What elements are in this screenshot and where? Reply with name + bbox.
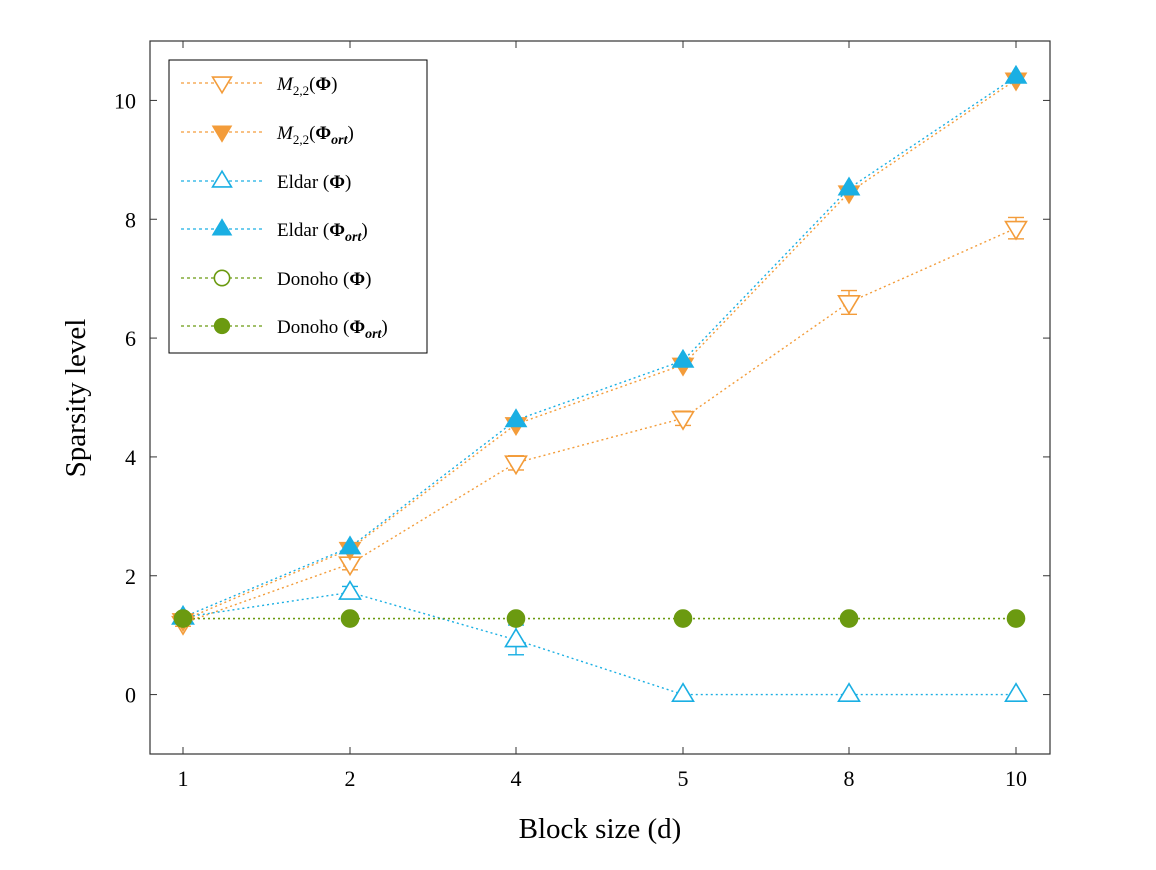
y-axis-title: Sparsity level bbox=[60, 319, 92, 478]
legend-label: Eldar (Φort) bbox=[277, 220, 368, 245]
data-point bbox=[338, 535, 362, 555]
data-point bbox=[837, 294, 861, 315]
legend-marker bbox=[211, 76, 233, 95]
y-tick-label: 10 bbox=[114, 88, 136, 113]
data-point bbox=[840, 609, 858, 628]
legend-box bbox=[168, 59, 428, 354]
x-tick-label: 1 bbox=[178, 766, 189, 791]
legend: M2,2(Φ) M2,2(Φort) Eldar (Φ) Eldar (Φort) Do… bbox=[168, 59, 428, 354]
legend-marker bbox=[213, 269, 231, 287]
series-lines bbox=[182, 76, 1017, 696]
data-point bbox=[674, 609, 692, 628]
x-axis-title: Block size (d) bbox=[519, 813, 682, 845]
legend-marker bbox=[211, 218, 233, 236]
legend-label: Donoho (Φ) bbox=[277, 269, 371, 290]
series-line bbox=[182, 591, 1016, 696]
data-point bbox=[338, 579, 362, 600]
x-tick-label: 2 bbox=[345, 766, 356, 791]
legend-marker bbox=[213, 317, 231, 335]
data-point bbox=[1004, 220, 1028, 241]
plot-frame bbox=[149, 40, 1051, 755]
data-point bbox=[1004, 682, 1028, 703]
data-point bbox=[837, 682, 861, 703]
data-point bbox=[671, 348, 695, 368]
y-tick-label: 4 bbox=[125, 445, 136, 470]
series-markers bbox=[171, 64, 1028, 703]
data-point bbox=[504, 408, 528, 428]
x-tick-label: 4 bbox=[511, 766, 522, 791]
legend-label: Donoho (Φort) bbox=[277, 317, 388, 342]
legend-marker bbox=[211, 125, 233, 143]
y-tick-label: 6 bbox=[125, 326, 136, 351]
series-line bbox=[182, 76, 1017, 618]
data-point bbox=[1007, 609, 1025, 628]
data-point bbox=[507, 609, 525, 628]
data-point bbox=[341, 609, 359, 628]
data-point bbox=[504, 455, 528, 476]
data-point bbox=[671, 682, 695, 703]
data-point bbox=[504, 627, 528, 648]
y-tick-label: 2 bbox=[125, 564, 136, 589]
data-point bbox=[1004, 64, 1028, 84]
x-tick-label: 8 bbox=[844, 766, 855, 791]
x-tick-label: 5 bbox=[678, 766, 689, 791]
data-point bbox=[671, 410, 695, 431]
series-line bbox=[182, 79, 1017, 621]
legend-marker bbox=[211, 169, 233, 188]
axis-ticks: 1 2 4 5 8 10 0 2 4 6 8 10 bbox=[114, 41, 1050, 791]
y-tick-label: 0 bbox=[125, 683, 136, 708]
legend-label: M2,2(Φort) bbox=[276, 123, 354, 148]
data-point bbox=[837, 176, 861, 196]
legend-label: Eldar (Φ) bbox=[277, 172, 351, 193]
x-tick-label: 10 bbox=[1005, 766, 1027, 791]
legend-label: M2,2(Φ) bbox=[276, 74, 338, 98]
data-point bbox=[174, 609, 192, 628]
y-tick-label: 8 bbox=[125, 207, 136, 232]
